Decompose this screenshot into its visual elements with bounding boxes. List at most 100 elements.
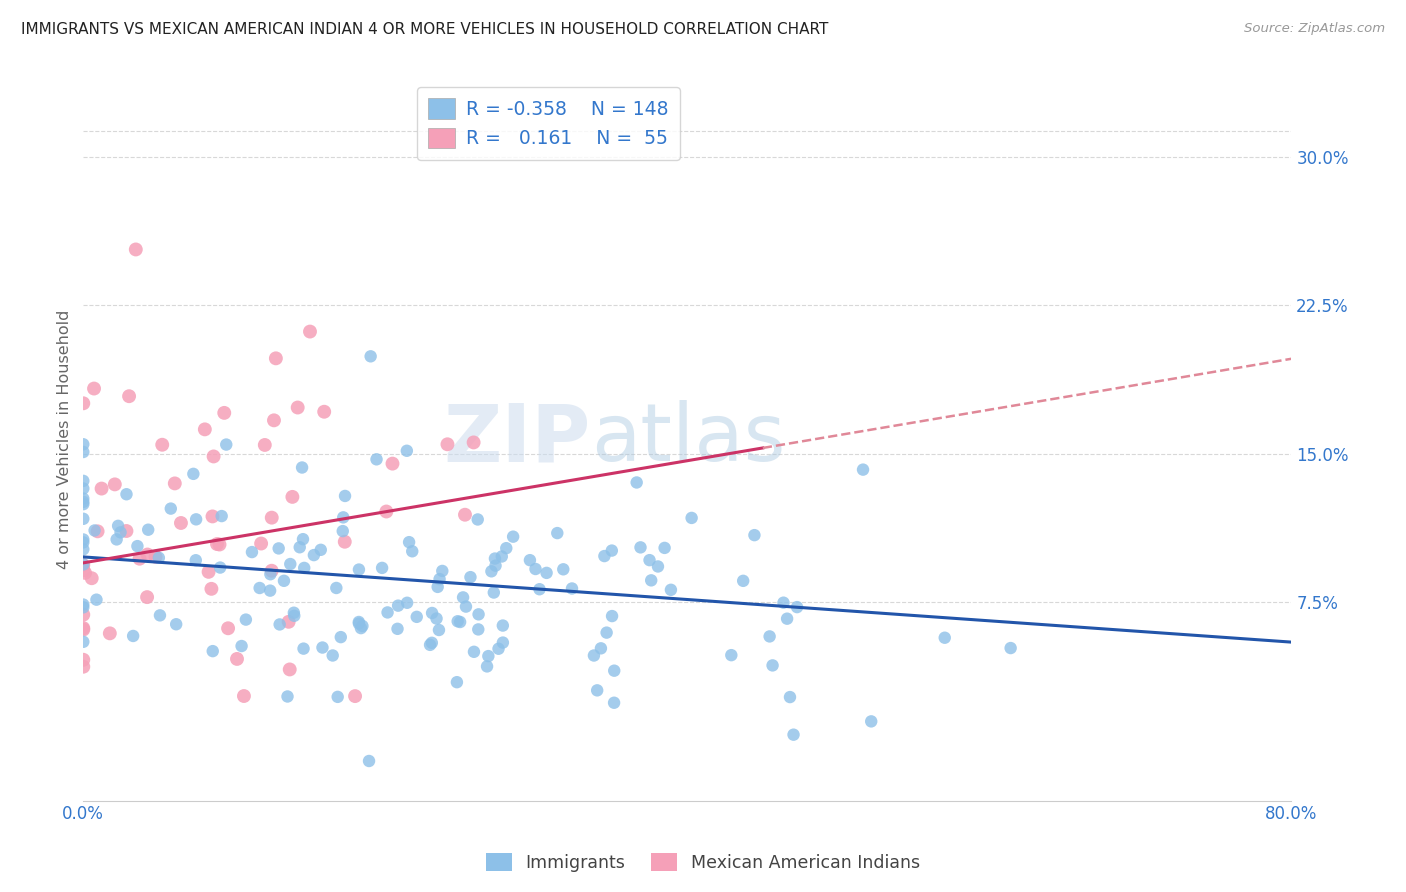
Point bbox=[288, 541, 311, 555]
Point bbox=[329, 630, 352, 644]
Point bbox=[852, 462, 875, 476]
Point bbox=[311, 640, 333, 655]
Point bbox=[253, 438, 276, 452]
Point bbox=[654, 541, 676, 555]
Point bbox=[561, 582, 583, 596]
Point bbox=[86, 592, 108, 607]
Point bbox=[259, 583, 281, 598]
Point bbox=[278, 662, 301, 676]
Point bbox=[163, 476, 186, 491]
Point bbox=[357, 754, 380, 768]
Point bbox=[467, 607, 489, 622]
Point bbox=[546, 526, 568, 541]
Point bbox=[217, 621, 239, 635]
Point bbox=[240, 545, 263, 559]
Point bbox=[371, 561, 394, 575]
Point bbox=[387, 599, 409, 613]
Point bbox=[772, 596, 794, 610]
Point bbox=[83, 382, 105, 396]
Point bbox=[325, 581, 347, 595]
Point bbox=[405, 610, 427, 624]
Point bbox=[463, 645, 485, 659]
Point bbox=[477, 649, 499, 664]
Point bbox=[387, 622, 409, 636]
Point bbox=[73, 566, 96, 580]
Point bbox=[467, 512, 489, 526]
Point bbox=[291, 460, 314, 475]
Point bbox=[72, 558, 94, 572]
Point bbox=[582, 648, 605, 663]
Point bbox=[333, 489, 356, 503]
Point bbox=[603, 664, 626, 678]
Point bbox=[454, 599, 477, 614]
Point bbox=[659, 582, 682, 597]
Point bbox=[170, 516, 193, 530]
Point bbox=[127, 539, 149, 553]
Point bbox=[281, 490, 304, 504]
Point bbox=[467, 623, 489, 637]
Point bbox=[118, 389, 141, 403]
Point bbox=[90, 482, 112, 496]
Point bbox=[148, 550, 170, 565]
Point bbox=[72, 497, 94, 511]
Point bbox=[377, 606, 399, 620]
Point bbox=[347, 616, 370, 631]
Point bbox=[104, 477, 127, 491]
Point bbox=[495, 541, 517, 556]
Point bbox=[249, 581, 271, 595]
Point bbox=[212, 406, 235, 420]
Point bbox=[197, 565, 219, 579]
Point bbox=[72, 482, 94, 496]
Point bbox=[589, 641, 612, 656]
Text: ZIP: ZIP bbox=[443, 400, 591, 478]
Point bbox=[720, 648, 742, 662]
Point bbox=[72, 542, 94, 557]
Point bbox=[553, 562, 575, 576]
Legend: R = -0.358    N = 148, R =   0.161    N =  55: R = -0.358 N = 148, R = 0.161 N = 55 bbox=[418, 87, 679, 160]
Point bbox=[536, 566, 558, 580]
Point bbox=[860, 714, 883, 729]
Point bbox=[235, 613, 257, 627]
Point bbox=[128, 551, 150, 566]
Point bbox=[744, 528, 766, 542]
Point bbox=[72, 491, 94, 506]
Point bbox=[586, 683, 609, 698]
Point bbox=[366, 452, 388, 467]
Point bbox=[283, 608, 305, 623]
Point bbox=[110, 525, 132, 540]
Point bbox=[302, 548, 325, 562]
Point bbox=[184, 553, 207, 567]
Point bbox=[446, 675, 468, 690]
Point bbox=[381, 457, 404, 471]
Point bbox=[488, 641, 510, 656]
Y-axis label: 4 or more Vehicles in Household: 4 or more Vehicles in Household bbox=[58, 310, 72, 569]
Point bbox=[165, 617, 187, 632]
Point bbox=[72, 607, 94, 622]
Point bbox=[481, 564, 503, 578]
Point bbox=[492, 618, 515, 632]
Point bbox=[122, 629, 145, 643]
Point bbox=[420, 606, 443, 620]
Point bbox=[72, 512, 94, 526]
Point bbox=[72, 659, 94, 673]
Point bbox=[595, 625, 617, 640]
Point bbox=[603, 696, 626, 710]
Point bbox=[640, 574, 662, 588]
Point bbox=[396, 596, 419, 610]
Point bbox=[184, 512, 207, 526]
Point bbox=[276, 690, 298, 704]
Point bbox=[250, 536, 273, 550]
Point bbox=[420, 636, 443, 650]
Point bbox=[215, 437, 238, 451]
Point bbox=[782, 728, 804, 742]
Point bbox=[332, 510, 354, 524]
Point bbox=[125, 243, 148, 257]
Point bbox=[1000, 641, 1022, 656]
Point bbox=[934, 631, 956, 645]
Point bbox=[395, 443, 418, 458]
Point bbox=[72, 474, 94, 488]
Point bbox=[298, 325, 321, 339]
Point bbox=[347, 615, 370, 629]
Point bbox=[519, 553, 541, 567]
Point bbox=[115, 524, 138, 538]
